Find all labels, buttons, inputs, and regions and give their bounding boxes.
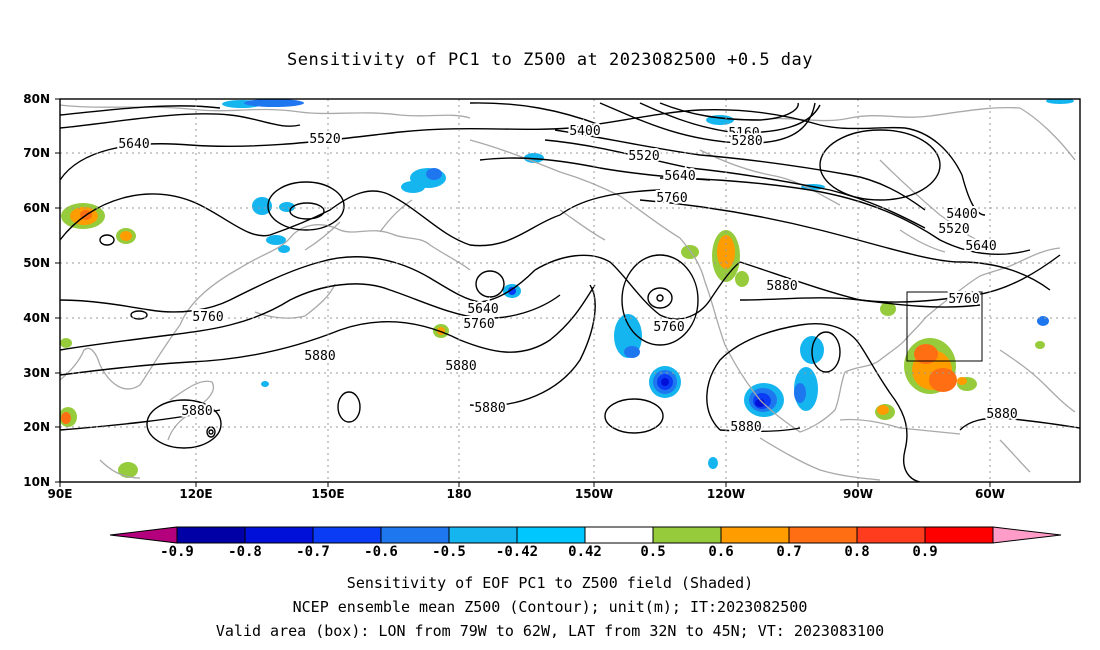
sensitivity-shading xyxy=(60,99,1074,478)
colorbar-swatch xyxy=(584,526,654,544)
lon-label: 180 xyxy=(446,487,471,501)
contour-label: 5880 xyxy=(766,279,797,294)
colorbar-swatch xyxy=(176,526,246,544)
colorbar-label: 0.7 xyxy=(776,544,801,560)
colorbar-label: 0.9 xyxy=(912,544,937,560)
colorbar-label: -0.7 xyxy=(296,544,330,560)
colorbar-swatch xyxy=(652,526,722,544)
colorbar-swatch xyxy=(516,526,586,544)
caption-line-2: NCEP ensemble mean Z500 (Contour); unit(… xyxy=(292,598,808,616)
contour-label: 5520 xyxy=(628,149,659,164)
contour-label: 5760 xyxy=(656,191,687,206)
colorbar-extend-low xyxy=(109,526,178,544)
lat-label: 30N xyxy=(23,366,50,380)
valid-area-box xyxy=(906,291,983,362)
positive-sensitivity-areas xyxy=(60,203,1045,478)
colorbar-swatch xyxy=(788,526,858,544)
contour-label: 5760 xyxy=(948,292,979,307)
lon-label: 60W xyxy=(975,487,1005,501)
z500-contours xyxy=(60,102,1080,482)
graticule xyxy=(60,99,1080,482)
contour-label: 5640 xyxy=(965,239,996,254)
colorbar-swatch xyxy=(312,526,382,544)
colorbar-label: 0.42 xyxy=(568,544,602,560)
contour-label: 5640 xyxy=(467,302,498,317)
contour-label: 5880 xyxy=(986,407,1017,422)
lon-label: 150E xyxy=(311,487,344,501)
colorbar-label: -0.8 xyxy=(228,544,262,560)
colorbar-swatch xyxy=(244,526,314,544)
colorbar-swatch xyxy=(380,526,450,544)
lat-label: 80N xyxy=(23,92,50,106)
longitude-labels: 90E 120E 150E 180 150W 120W 90W 60W xyxy=(48,487,1005,501)
colorbar-label: -0.6 xyxy=(364,544,398,560)
colorbar-label: 0.8 xyxy=(844,544,869,560)
colorbar-labels: -0.9 -0.8 -0.7 -0.6 -0.5 -0.42 0.42 0.5 … xyxy=(160,544,938,560)
contour-label: 5880 xyxy=(445,359,476,374)
contour-label: 5760 xyxy=(463,317,494,332)
lon-label: 90E xyxy=(48,487,73,501)
colorbar-swatch xyxy=(448,526,518,544)
closed-contours xyxy=(99,129,941,449)
contour-label: 5520 xyxy=(938,222,969,237)
contour-label: 5400 xyxy=(569,124,600,139)
lon-label: 120E xyxy=(179,487,212,501)
contour-label: 5640 xyxy=(118,137,149,152)
colorbar-label: 0.5 xyxy=(640,544,665,560)
map-frame xyxy=(59,98,1081,483)
lon-label: 90W xyxy=(843,487,873,501)
colorbar-extend-high xyxy=(992,526,1062,544)
colorbar-swatch xyxy=(856,526,926,544)
contour-label-group: 5640 5520 5400 5160 5280 5520 5640 5760 … xyxy=(116,122,1019,437)
colorbar-label: -0.42 xyxy=(496,544,538,560)
lat-label: 40N xyxy=(23,311,50,325)
contour-label: 5880 xyxy=(304,349,335,364)
lon-label: 120W xyxy=(707,487,745,501)
contour-label: 5520 xyxy=(309,132,340,147)
contour-label: 5400 xyxy=(946,207,977,222)
contour-label: 5280 xyxy=(731,134,762,149)
contour-label: 5760 xyxy=(192,310,223,325)
colorbar-swatch xyxy=(720,526,790,544)
colorbar-label: -0.9 xyxy=(160,544,194,560)
lat-label: 50N xyxy=(23,256,50,270)
lon-label: 150W xyxy=(575,487,613,501)
lat-label: 10N xyxy=(23,475,50,489)
contour-label: 5880 xyxy=(181,404,212,419)
colorbar-swatch xyxy=(924,526,994,544)
lat-label: 60N xyxy=(23,201,50,215)
colorbar xyxy=(109,526,1062,544)
contour-label: 5760 xyxy=(653,320,684,335)
colorbar-label: 0.6 xyxy=(708,544,733,560)
caption-line-3: Valid area (box): LON from 79W to 62W, L… xyxy=(215,622,885,640)
lat-label: 70N xyxy=(23,146,50,160)
contour-label: 5640 xyxy=(664,169,695,184)
axis-ticks xyxy=(55,98,991,487)
contour-label: 5880 xyxy=(730,420,761,435)
lat-label: 20N xyxy=(23,420,50,434)
contour-label: 5880 xyxy=(474,401,505,416)
contour-label: 5160 xyxy=(728,126,759,141)
plot-title: Sensitivity of PC1 to Z500 at 2023082500… xyxy=(286,50,813,70)
latitude-labels: 80N 70N 60N 50N 40N 30N 20N 10N xyxy=(23,92,50,489)
caption-line-1: Sensitivity of EOF PC1 to Z500 field (Sh… xyxy=(346,574,754,592)
colorbar-label: -0.5 xyxy=(432,544,466,560)
